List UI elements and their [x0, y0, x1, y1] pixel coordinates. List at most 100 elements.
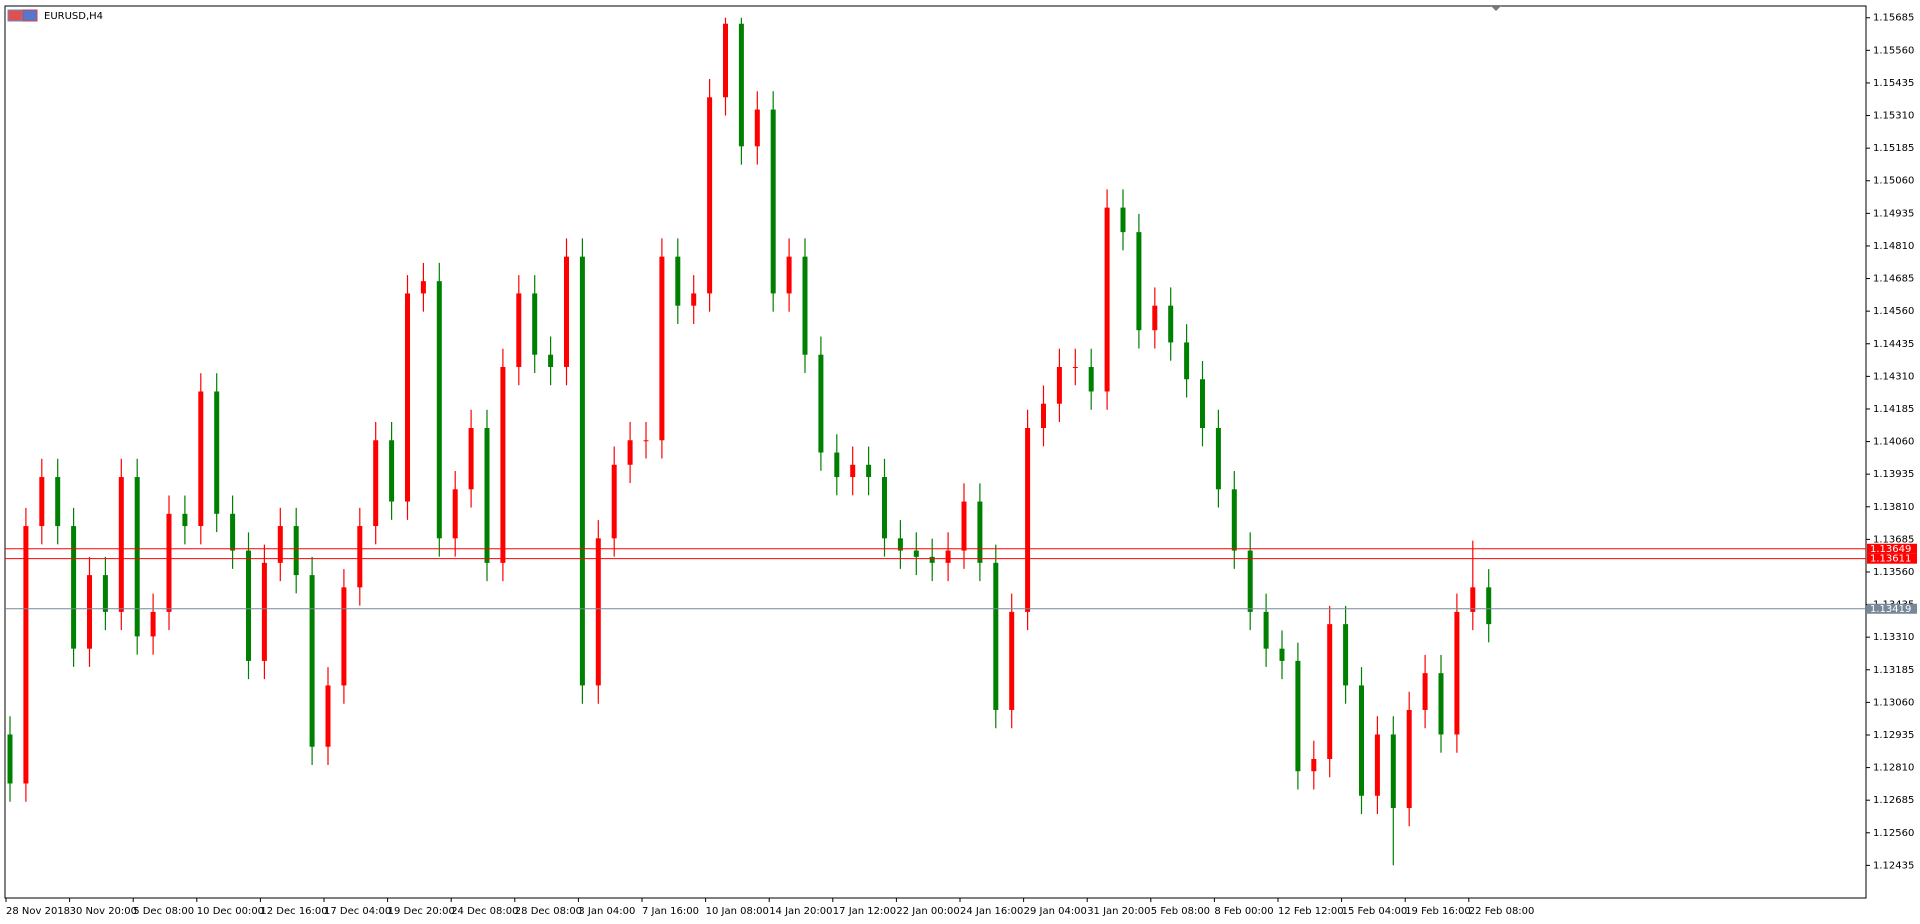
candle-body [1184, 342, 1190, 380]
x-tick-label: 19 Dec 20:00 [388, 906, 455, 917]
candle-body [548, 354, 554, 367]
x-tick-label: 17 Jan 12:00 [833, 906, 896, 917]
x-tick-label: 7 Jan 16:00 [642, 906, 699, 917]
candle-body [198, 391, 204, 527]
candle-body [611, 464, 617, 539]
candle-body [1152, 305, 1158, 331]
x-tick-label: 12 Feb 12:00 [1278, 906, 1344, 917]
y-tick-label: 1.13185 [1873, 665, 1914, 676]
candle-body [1422, 673, 1428, 710]
bid-label: 1.13419 [1870, 604, 1911, 615]
candle-body [1343, 624, 1349, 686]
candle-body [452, 489, 458, 539]
y-tick-label: 1.12435 [1873, 860, 1914, 871]
y-tick-label: 1.12935 [1873, 730, 1914, 741]
y-tick-label: 1.13310 [1873, 632, 1914, 643]
candle-body [325, 685, 331, 747]
symbol-icon [7, 9, 38, 22]
candle-body [71, 526, 77, 649]
candle-body [1041, 403, 1046, 429]
x-tick-label: 24 Dec 08:00 [451, 906, 518, 917]
x-tick-label: 10 Dec 00:00 [197, 906, 264, 917]
candle-body [1247, 550, 1253, 612]
candle-body [564, 256, 569, 367]
x-tick-label: 22 Jan 00:00 [896, 906, 959, 917]
candle-body [55, 477, 61, 527]
scroll-marker [1491, 6, 1501, 11]
candle-body [516, 293, 522, 367]
candle-body [134, 477, 140, 637]
candle-body [309, 575, 315, 747]
candle-body [993, 562, 999, 710]
candle-body [150, 611, 156, 637]
candle-body [1327, 624, 1333, 759]
candle-body [1311, 758, 1317, 772]
x-tick-label: 30 Nov 20:00 [70, 906, 137, 917]
y-tick-label: 1.13060 [1873, 697, 1914, 708]
y-tick-label: 1.12560 [1873, 828, 1914, 839]
candle-body [7, 734, 13, 784]
y-tick-label: 1.12810 [1873, 763, 1914, 774]
candle-body [261, 562, 267, 661]
price-label-box [1867, 553, 1917, 564]
candle-body [39, 477, 45, 527]
candle-body [357, 526, 363, 588]
candle-body [802, 256, 808, 355]
candle-body [1200, 379, 1205, 429]
candle-body [1056, 366, 1062, 404]
x-tick-label: 31 Jan 20:00 [1087, 906, 1150, 917]
candle-body [866, 464, 872, 478]
candle-body [579, 256, 585, 686]
candle-body [1470, 587, 1476, 612]
candle-body [1263, 611, 1269, 649]
candle-body [1009, 611, 1015, 710]
price-label-box [1867, 543, 1917, 554]
y-tick-label: 1.15560 [1873, 45, 1914, 56]
candle-body [627, 440, 633, 465]
candle-body [595, 538, 601, 686]
candle-body [1072, 366, 1078, 368]
price-label: 1.13611 [1870, 554, 1911, 565]
candle-body [1231, 489, 1237, 551]
x-tick-label: 14 Jan 20:00 [769, 906, 832, 917]
x-tick-label: 10 Jan 08:00 [706, 906, 769, 917]
candle-body [166, 513, 172, 612]
candle-body [707, 97, 713, 294]
candle-body [87, 575, 92, 649]
candle-body [1168, 305, 1174, 343]
y-tick-label: 1.14060 [1873, 437, 1914, 448]
candle-body [293, 526, 299, 576]
candle-body [1025, 428, 1031, 612]
plot-frame [4, 5, 1867, 899]
candle-body [929, 556, 935, 563]
chart-title: EURUSD,H4 [44, 11, 103, 22]
candle-body [118, 477, 124, 612]
y-tick-label: 1.14685 [1873, 274, 1914, 285]
candle-body [897, 538, 903, 551]
candle-body [1486, 587, 1492, 625]
candle-body [484, 428, 490, 563]
candle-body [1295, 660, 1301, 772]
candle-body [500, 366, 506, 563]
candle-body [850, 464, 856, 478]
candle-body [1390, 734, 1396, 809]
candle-body [1215, 428, 1221, 490]
candle-body [945, 550, 951, 563]
y-tick-label: 1.14185 [1873, 404, 1914, 415]
candle-body [754, 109, 760, 147]
candle-body [1088, 366, 1094, 392]
x-tick-label: 5 Feb 08:00 [1151, 906, 1210, 917]
candle-body [882, 477, 887, 539]
candle-body [1406, 709, 1412, 809]
candle-body [23, 526, 29, 784]
candle-body [373, 440, 379, 527]
candle-body [1359, 685, 1364, 796]
candle-body [1279, 648, 1285, 661]
price-label: 1.13649 [1870, 544, 1911, 555]
candle-body [246, 550, 251, 661]
candle-body [913, 550, 919, 557]
candle-body [436, 281, 442, 539]
y-tick-label: 1.15310 [1873, 111, 1914, 122]
x-tick-label: 3 Jan 04:00 [578, 906, 635, 917]
